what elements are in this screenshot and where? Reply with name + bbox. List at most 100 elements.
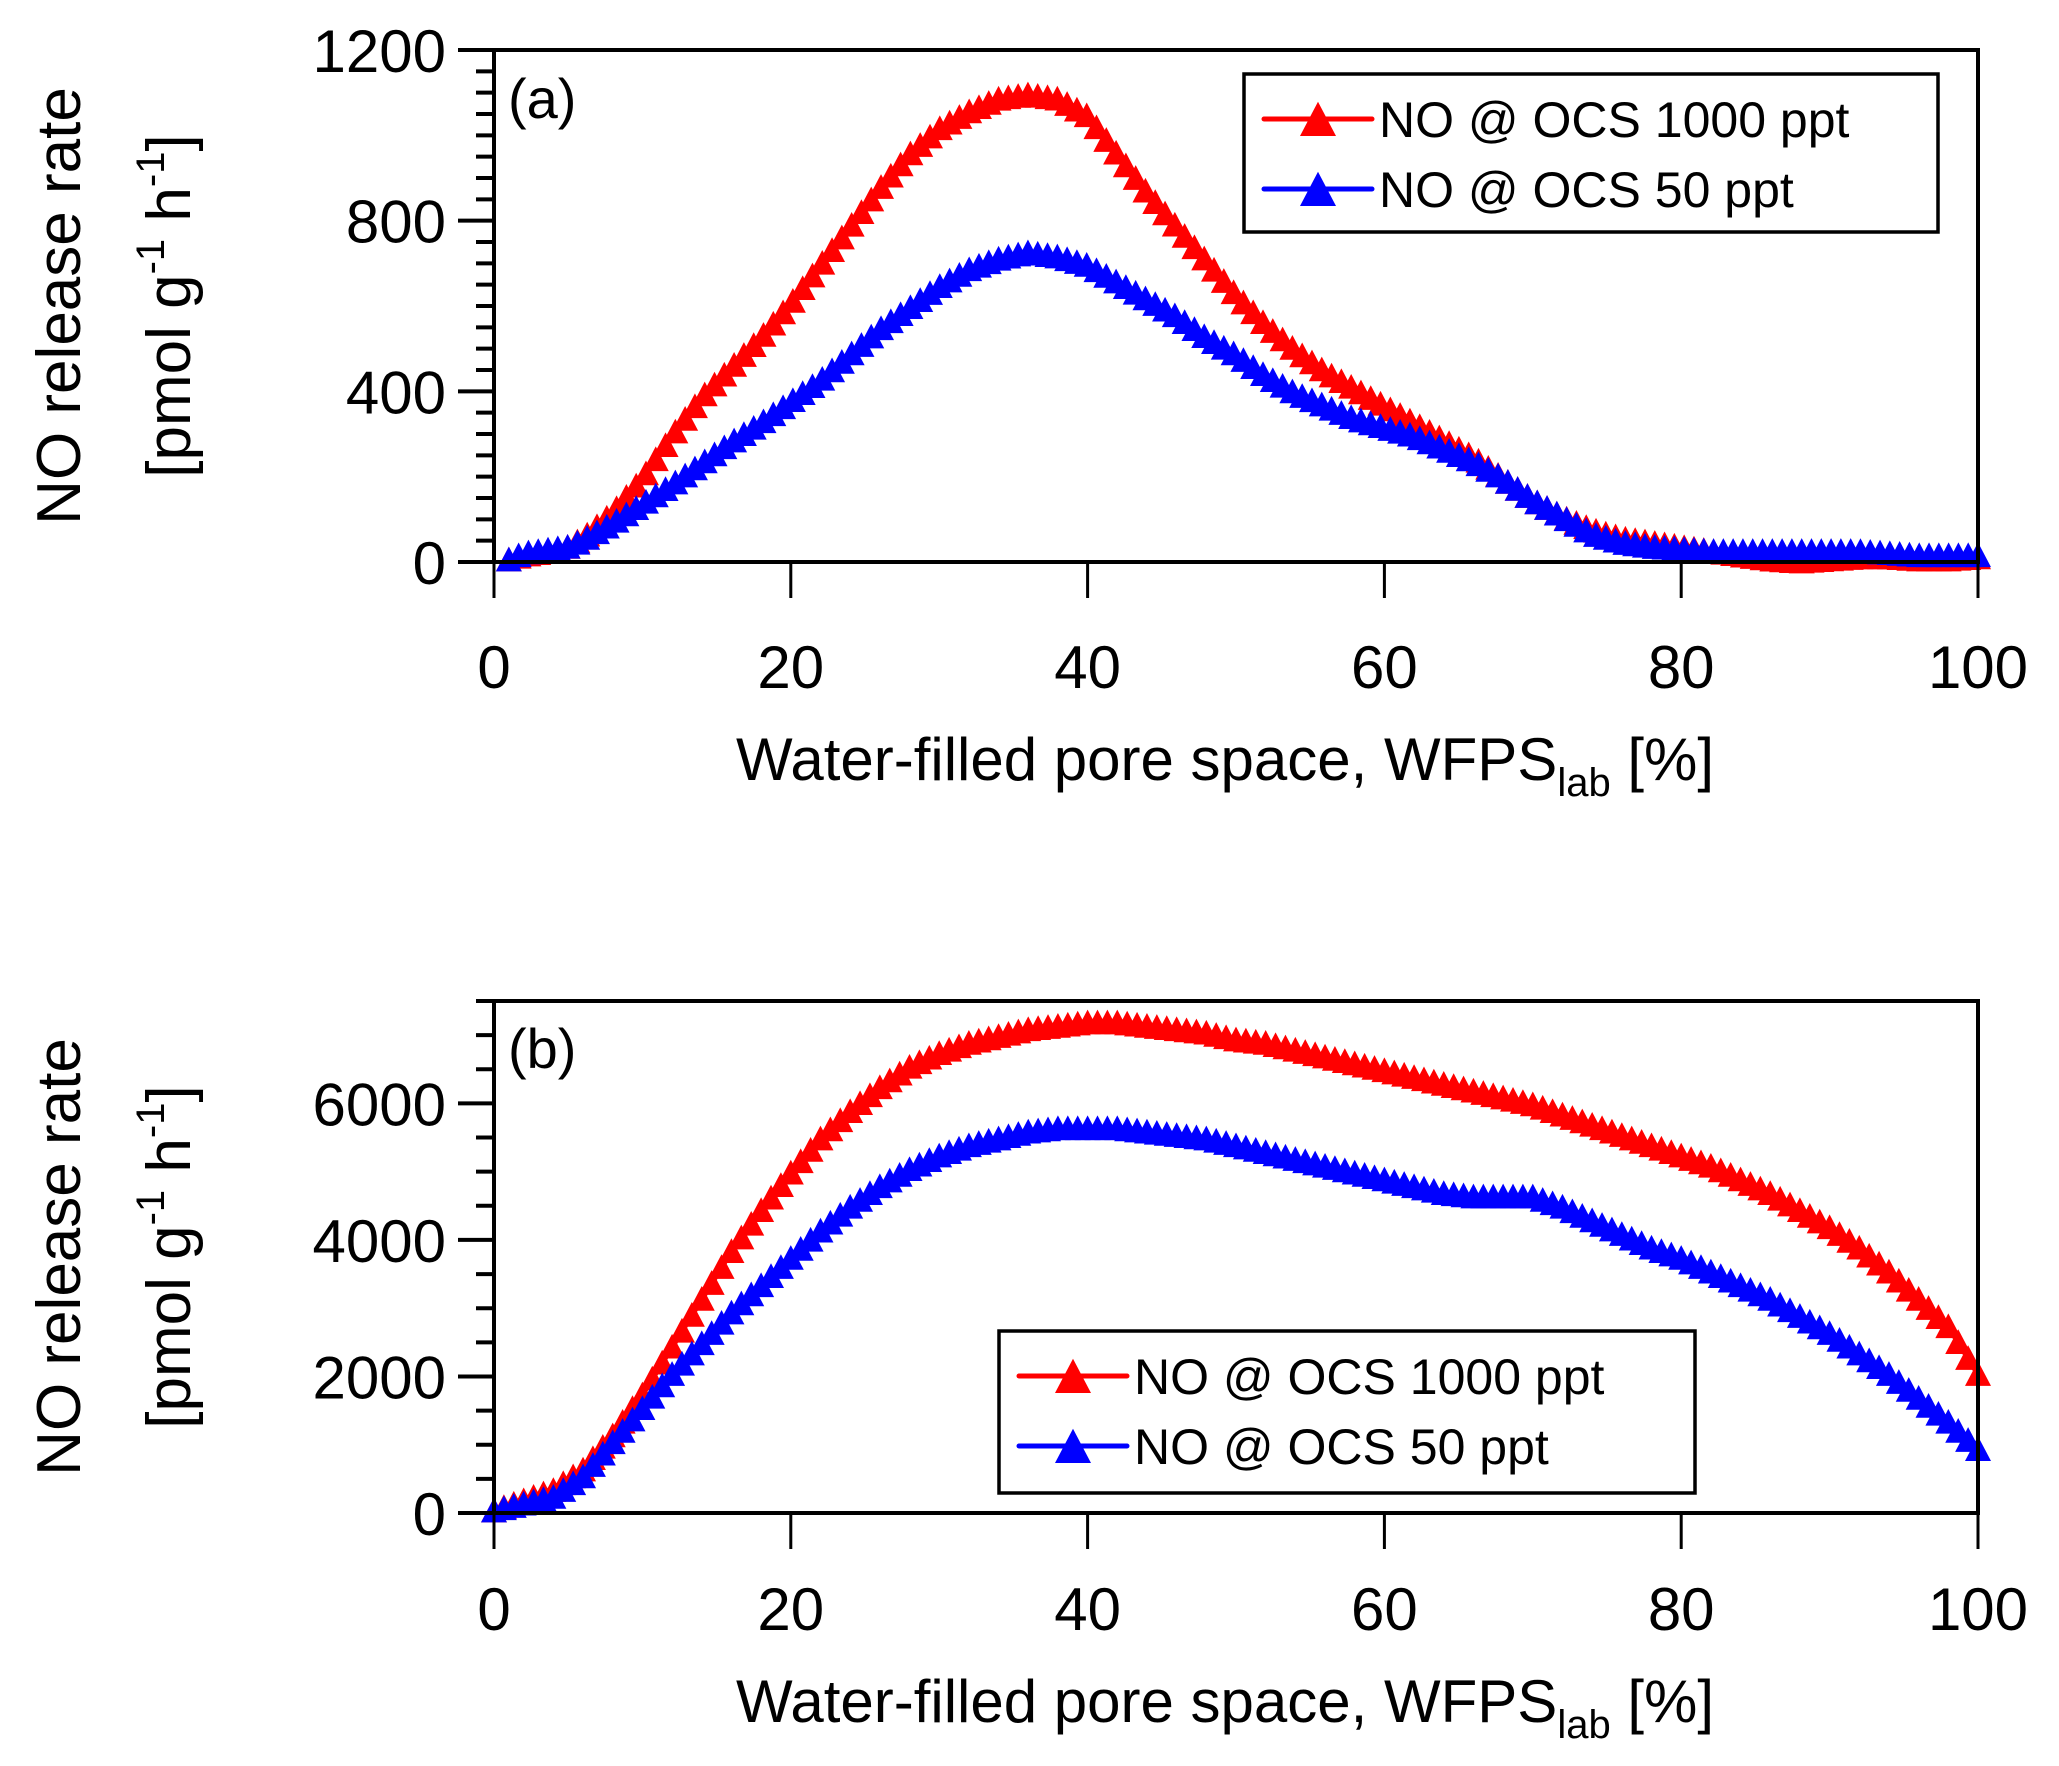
x-tick-label: 20 [757, 1576, 824, 1643]
triangle-marker-icon [1300, 101, 1336, 136]
data-point-triangle [662, 418, 689, 444]
y-unit-sup2: -1 [129, 1103, 173, 1139]
panel-b-legend-box [997, 1329, 1697, 1495]
panel-b-legend-item-50ppt: NO @ OCS 50 ppt [1016, 1419, 1549, 1475]
panel-a-y-axis-title: NO release rate [pmol g-1 h-1] [25, 87, 204, 525]
x-tick-label: 60 [1351, 634, 1418, 701]
x-tick-label: 80 [1648, 634, 1715, 701]
y-tick-label: 4000 [313, 1208, 446, 1275]
data-point-triangle [799, 262, 826, 288]
x-tick-label: 100 [1928, 1576, 2028, 1643]
panel-b-legend: NO @ OCS 1000 ppt NO @ OCS 50 ppt [997, 1329, 1697, 1495]
data-point-triangle [748, 1197, 775, 1223]
y-tick-label: 800 [346, 189, 446, 256]
panel-b-x-ticks: 0 20 40 60 80 100 [477, 1513, 2028, 1643]
y-unit-a: [pmol g [135, 274, 204, 477]
y-tick-label: 0 [413, 530, 446, 597]
data-point-triangle [1122, 165, 1149, 190]
data-point-triangle [728, 1224, 755, 1250]
legend-label: NO @ OCS 50 ppt [1379, 162, 1794, 218]
y-title-line2: [pmol g-1 h-1] [129, 1085, 204, 1428]
panel-b-label: (b) [508, 1017, 576, 1080]
data-point-triangle [659, 1333, 686, 1359]
y-tick-label: 6000 [313, 1071, 446, 1138]
panel-a-x-ticks: 0 20 40 60 80 100 [477, 562, 2028, 701]
legend-label: NO @ OCS 1000 ppt [1379, 92, 1850, 148]
data-point-triangle [642, 446, 669, 472]
data-point-triangle [767, 1172, 794, 1197]
data-point-triangle [652, 432, 679, 458]
panel-a-marks [495, 81, 1991, 574]
panel-b: 0 2000 4000 6000 0 20 40 60 80 100 (b) NO @ OCS … [25, 999, 2028, 1747]
series-ocs-50ppt [495, 239, 1991, 572]
x-title-suffix: [%] [1611, 1668, 1714, 1735]
y-unit-b: h [135, 1138, 204, 1190]
y-unit-sup2: -1 [129, 152, 173, 188]
panel-a-legend-box [1242, 72, 1940, 234]
data-point-triangle [758, 1184, 785, 1210]
data-point-triangle [1112, 152, 1139, 178]
data-point-triangle [1935, 1313, 1962, 1339]
x-tick-label: 60 [1351, 1576, 1418, 1643]
data-point-triangle [789, 275, 816, 301]
x-tick-label: 20 [757, 634, 824, 701]
data-point-triangle [828, 224, 855, 250]
y-title-line2: [pmol g-1 h-1] [129, 134, 204, 477]
data-point-triangle [678, 1301, 705, 1327]
data-point-triangle [809, 249, 836, 275]
panel-b-plot-frame [492, 999, 1980, 1515]
x-tick-label: 40 [1054, 634, 1121, 701]
y-tick-label: 1200 [313, 18, 446, 85]
data-point-triangle [1945, 1329, 1972, 1354]
data-point-triangle [1083, 114, 1110, 140]
data-point-triangle [779, 287, 806, 313]
data-point-triangle [1093, 127, 1120, 152]
panel-a: 0 400 800 1200 0 20 40 60 80 100 (a) NO @ OCS 10… [25, 18, 2028, 805]
x-tick-label: 100 [1928, 634, 2028, 701]
data-point-triangle [848, 199, 875, 224]
data-point-triangle [672, 406, 699, 431]
panel-b-legend-item-1000ppt: NO @ OCS 1000 ppt [1016, 1349, 1605, 1405]
data-point-triangle [688, 1286, 715, 1311]
data-point-triangle [668, 1317, 695, 1343]
legend-label: NO @ OCS 1000 ppt [1134, 1349, 1605, 1405]
y-unit-end: ] [135, 1085, 204, 1102]
data-point-triangle [819, 237, 846, 263]
data-point-triangle [698, 1270, 725, 1295]
y-unit-sup1: -1 [129, 239, 173, 275]
panel-a-y-ticks: 0 400 800 1200 [313, 18, 494, 597]
x-tick-label: 0 [477, 634, 510, 701]
y-unit-a: [pmol g [135, 1225, 204, 1428]
panel-b-marks [481, 1009, 1991, 1523]
data-point-triangle [738, 1210, 765, 1236]
x-title-sub: lab [1557, 761, 1610, 805]
x-title-main: Water-filled pore space, WFPS [736, 726, 1557, 793]
data-point-triangle [632, 460, 659, 486]
x-tick-label: 0 [477, 1576, 510, 1643]
series-ocs-50ppt [481, 1115, 1991, 1523]
panel-b-x-axis-title: Water-filled pore space, WFPSlab [%] [736, 1668, 1714, 1747]
data-point-triangle [838, 211, 865, 237]
x-title-suffix: [%] [1611, 726, 1714, 793]
y-title-line1: NO release rate [25, 87, 94, 525]
triangle-marker-icon [1055, 1428, 1091, 1463]
y-tick-label: 0 [413, 1481, 446, 1548]
panel-a-legend-item-1000ppt: NO @ OCS 1000 ppt [1261, 92, 1850, 148]
y-tick-label: 400 [346, 359, 446, 426]
data-point-triangle [1955, 1345, 1982, 1370]
y-unit-b: h [135, 187, 204, 239]
x-tick-label: 80 [1648, 1576, 1715, 1643]
panel-a-label: (a) [508, 67, 576, 130]
x-title-main: Water-filled pore space, WFPS [736, 1668, 1557, 1735]
panel-a-legend-item-50ppt: NO @ OCS 50 ppt [1261, 162, 1794, 218]
panel-a-x-axis-title: Water-filled pore space, WFPSlab [%] [736, 726, 1714, 805]
y-title-line1: NO release rate [25, 1038, 94, 1476]
x-title-sub: lab [1557, 1703, 1610, 1747]
legend-label: NO @ OCS 50 ppt [1134, 1419, 1549, 1475]
data-point-triangle [708, 1254, 735, 1279]
data-point-triangle [718, 1238, 745, 1263]
y-unit-end: ] [135, 134, 204, 151]
data-point-triangle [1103, 139, 1130, 165]
panel-b-y-axis-title: NO release rate [pmol g-1 h-1] [25, 1038, 204, 1476]
